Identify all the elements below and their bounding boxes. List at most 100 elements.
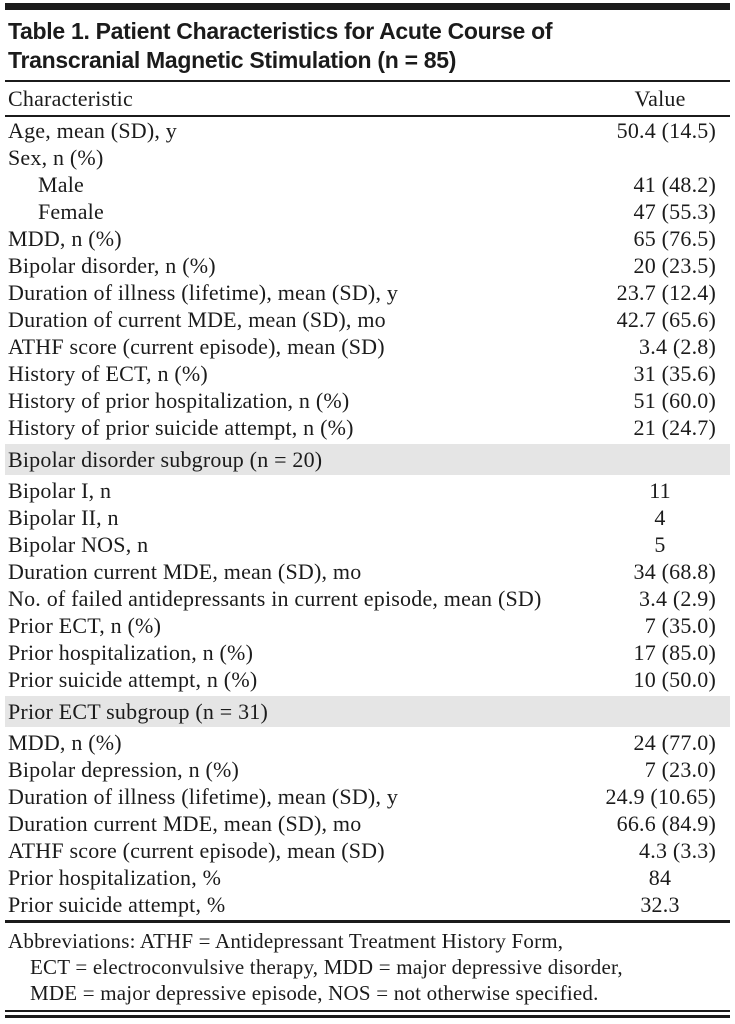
characteristic-column-header: Characteristic: [8, 86, 133, 111]
table-row: History of prior suicide attempt, n (%) 2…: [5, 414, 730, 441]
table-row: Male 41 (48.2): [5, 171, 730, 198]
row-label: MDD, n (%): [8, 226, 122, 251]
row-value: 3.4 (2.9): [639, 586, 716, 611]
row-label: History of prior hospitalization, n (%): [8, 388, 350, 413]
row-value: 65 (76.5): [633, 226, 716, 251]
row-label: Prior suicide attempt, %: [8, 892, 226, 917]
table-title-line-2: Transcranial Magnetic Stimulation (n = 8…: [8, 47, 457, 73]
table-row: Sex, n (%): [5, 144, 730, 171]
table-row: Duration current MDE, mean (SD), mo 66.6 …: [5, 810, 730, 837]
row-label: Bipolar depression, n (%): [8, 757, 240, 782]
row-label: Prior suicide attempt, n (%): [8, 667, 258, 692]
table-row: Bipolar II, n 4: [5, 504, 730, 531]
row-value: 42.7 (65.6): [616, 307, 716, 332]
row-label: Duration current MDE, mean (SD), mo: [8, 811, 362, 836]
row-label: Prior ECT, n (%): [8, 613, 162, 638]
table-title: Table 1. Patient Characteristics for Acu…: [5, 10, 730, 80]
row-value: 41 (48.2): [633, 172, 716, 197]
row-value: [590, 144, 730, 171]
row-label: History of prior suicide attempt, n (%): [8, 415, 354, 440]
row-value: 4.3 (3.3): [639, 838, 716, 863]
bottom-thin-rule: [5, 1010, 730, 1012]
row-label: Bipolar NOS, n: [8, 532, 149, 557]
row-value: 20 (23.5): [633, 253, 716, 278]
title-divider-rule: [5, 80, 730, 82]
row-label: Bipolar disorder, n (%): [8, 253, 216, 278]
row-label: MDD, n (%): [8, 730, 122, 755]
row-label: ATHF score (current episode), mean (SD): [8, 334, 385, 359]
table-row: Prior suicide attempt, n (%) 10 (50.0): [5, 666, 730, 693]
table-body: Age, mean (SD), y 50.4 (14.5) Sex, n (%) Ma…: [5, 117, 730, 918]
row-value: 4: [654, 505, 666, 530]
table-row: No. of failed antidepressants in current…: [5, 585, 730, 612]
row-value: 32.3: [640, 892, 680, 917]
row-label: Bipolar II, n: [8, 505, 119, 530]
table-row: Duration of current MDE, mean (SD), mo 42…: [5, 306, 730, 333]
footnote-line-3: MDE = major depressive episode, NOS = no…: [30, 981, 599, 1005]
table-row: ATHF score (current episode), mean (SD) 3…: [5, 333, 730, 360]
row-label: ATHF score (current episode), mean (SD): [8, 838, 385, 863]
table-row: MDD, n (%) 24 (77.0): [5, 729, 730, 756]
row-value: 84: [648, 865, 672, 890]
table-row: History of ECT, n (%) 31 (35.6): [5, 360, 730, 387]
table-row: Duration current MDE, mean (SD), mo 34 (6…: [5, 558, 730, 585]
footnote: Abbreviations: ATHF = Antidepressant Tre…: [5, 923, 730, 1010]
row-value: 3.4 (2.8): [639, 334, 716, 359]
row-label: Prior hospitalization, %: [8, 865, 222, 890]
section-header: Prior ECT subgroup (n = 31): [5, 696, 730, 727]
row-label: Duration of illness (lifetime), mean (SD…: [8, 784, 399, 809]
value-column-header: Value: [634, 86, 686, 111]
row-label: Prior hospitalization, n (%): [8, 640, 254, 665]
table-row: Prior ECT, n (%) 7 (35.0): [5, 612, 730, 639]
table-row: Prior hospitalization, n (%) 17 (85.0): [5, 639, 730, 666]
row-label: Duration current MDE, mean (SD), mo: [8, 559, 362, 584]
row-label: Duration of illness (lifetime), mean (SD…: [8, 280, 399, 305]
row-value: 11: [649, 478, 671, 503]
column-header-row: Characteristic Value: [5, 82, 730, 115]
table-title-line-1: Table 1. Patient Characteristics for Acu…: [8, 18, 553, 44]
bottom-thick-rule: [5, 1015, 730, 1018]
table-row: Bipolar depression, n (%) 7 (23.0): [5, 756, 730, 783]
row-value: 24 (77.0): [633, 730, 716, 755]
row-value: 66.6 (84.9): [616, 811, 716, 836]
row-value: 21 (24.7): [633, 415, 716, 440]
table-row: Bipolar disorder, n (%) 20 (23.5): [5, 252, 730, 279]
row-value: 34 (68.8): [633, 559, 716, 584]
table-row: History of prior hospitalization, n (%) 5…: [5, 387, 730, 414]
table-row: Duration of illness (lifetime), mean (SD…: [5, 279, 730, 306]
row-value: 50.4 (14.5): [616, 118, 716, 143]
header-divider-rule: [5, 115, 730, 117]
row-value: 10 (50.0): [633, 667, 716, 692]
footnote-divider-rule: [5, 920, 730, 923]
table-row: Bipolar I, n 11: [5, 477, 730, 504]
row-label: Female: [38, 199, 104, 224]
row-label: History of ECT, n (%): [8, 361, 208, 386]
row-label: Age, mean (SD), y: [8, 118, 177, 143]
row-value: 23.7 (12.4): [616, 280, 716, 305]
table-row: Prior hospitalization, % 84: [5, 864, 730, 891]
footnote-line-2: ECT = electroconvulsive therapy, MDD = m…: [30, 955, 623, 979]
row-value: 7 (23.0): [644, 757, 716, 782]
table-row: Female 47 (55.3): [5, 198, 730, 225]
row-label: No. of failed antidepressants in current…: [8, 586, 542, 611]
row-value: 17 (85.0): [633, 640, 716, 665]
row-value: 31 (35.6): [633, 361, 716, 386]
row-label: Duration of current MDE, mean (SD), mo: [8, 307, 386, 332]
table-row: Bipolar NOS, n 5: [5, 531, 730, 558]
section-header: Bipolar disorder subgroup (n = 20): [5, 444, 730, 475]
row-label: Male: [38, 172, 85, 197]
table-row: ATHF score (current episode), mean (SD) 4…: [5, 837, 730, 864]
row-value: 47 (55.3): [633, 199, 716, 224]
row-value: 5: [654, 532, 666, 557]
row-label: Sex, n (%): [8, 145, 104, 170]
row-value: 24.9 (10.65): [605, 784, 716, 809]
table-row: MDD, n (%) 65 (76.5): [5, 225, 730, 252]
row-value: 51 (60.0): [633, 388, 716, 413]
table-row: Age, mean (SD), y 50.4 (14.5): [5, 117, 730, 144]
row-label: Bipolar I, n: [8, 478, 112, 503]
top-rule: [5, 3, 730, 10]
row-value: 7 (35.0): [644, 613, 716, 638]
footnote-line-1: Abbreviations: ATHF = Antidepressant Tre…: [8, 929, 564, 953]
table-row: Duration of illness (lifetime), mean (SD…: [5, 783, 730, 810]
